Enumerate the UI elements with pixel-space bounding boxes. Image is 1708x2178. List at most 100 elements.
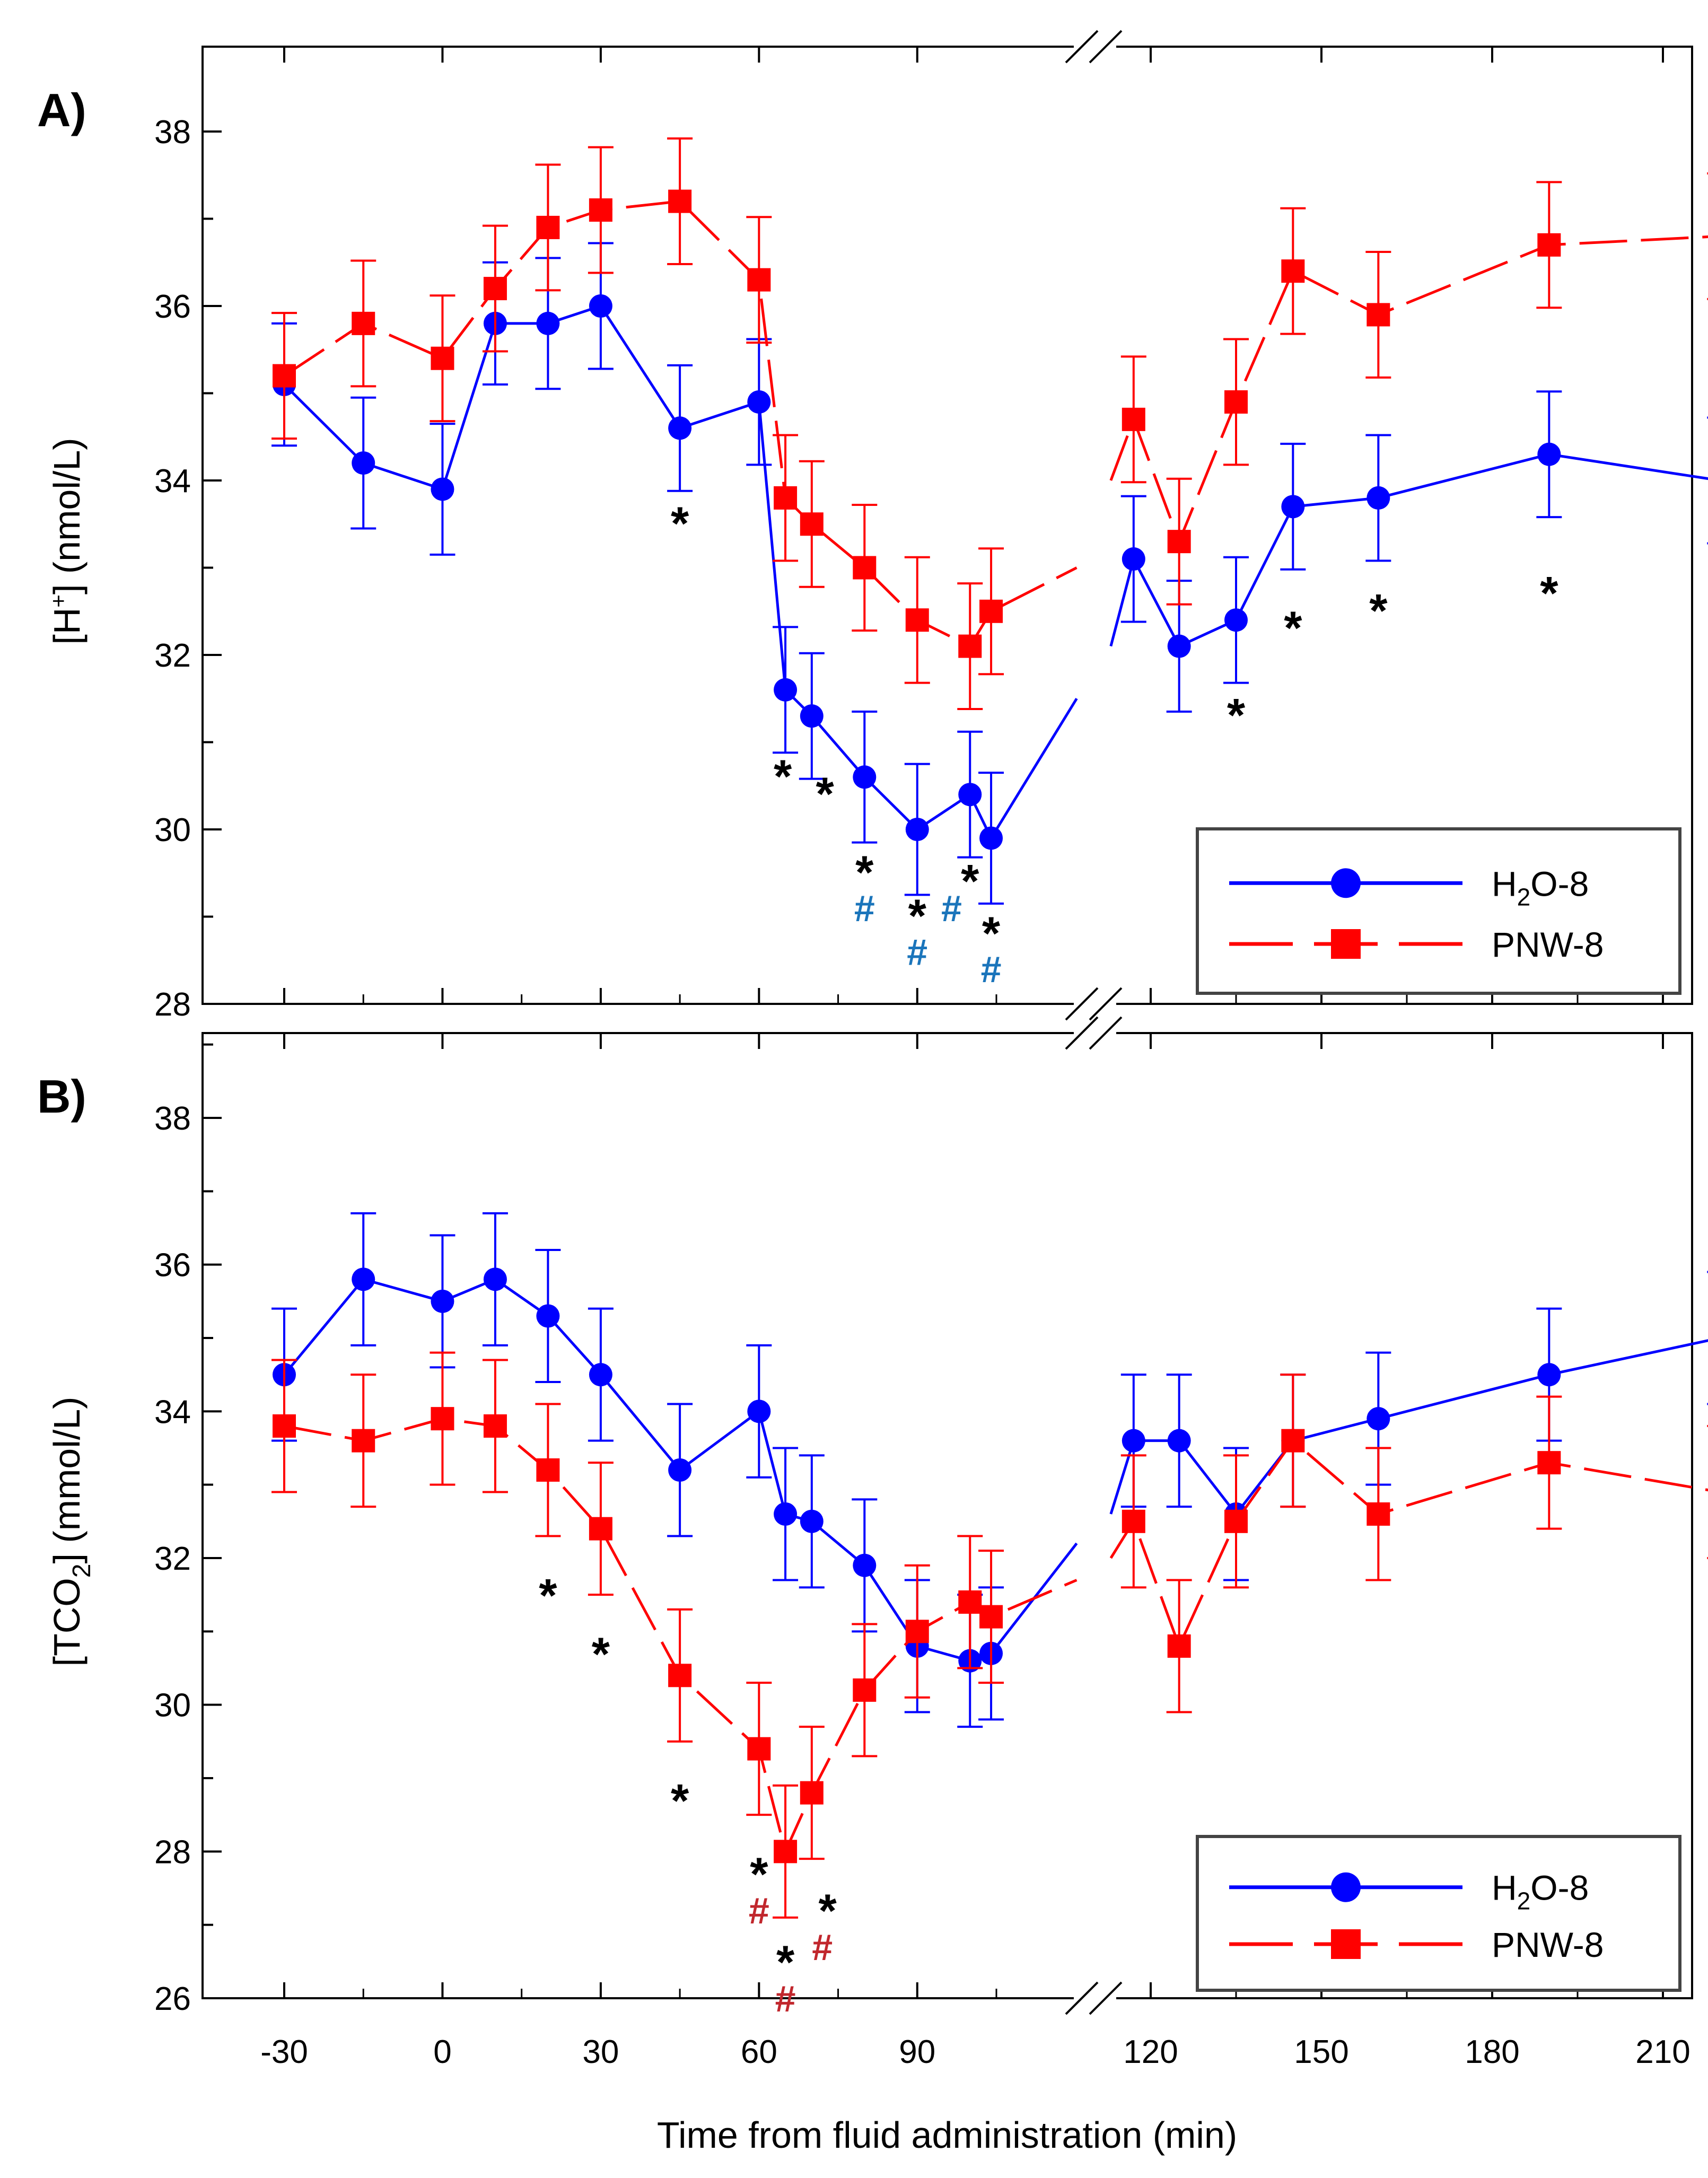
data-point [589, 1517, 612, 1541]
data-point [483, 1267, 507, 1291]
axis-break-mark [1089, 30, 1123, 64]
data-point [979, 826, 1003, 850]
data-point [800, 512, 824, 536]
series-line [1109, 453, 1708, 648]
data-point [1224, 608, 1248, 632]
data-point [774, 1840, 798, 1864]
data-point [853, 765, 877, 789]
data-point [431, 346, 454, 370]
data-point [589, 294, 612, 318]
significance-star: * [1284, 601, 1302, 654]
data-point [905, 1620, 929, 1643]
data-point [1537, 442, 1561, 466]
significance-hash: # [775, 1978, 796, 2019]
series-PNW-8 [271, 137, 1708, 710]
x-axis: -30 0 30 60 90 120 150 180 210 Time from fluid ad… [260, 2034, 1691, 2156]
legend-label: H2O-8 [1492, 864, 1589, 911]
series-line [1109, 1339, 1708, 1517]
x-tick-label: 0 [433, 2034, 451, 2070]
panel-label: B) [37, 1070, 86, 1123]
data-point [853, 1678, 877, 1702]
data-point [431, 477, 454, 501]
data-point [905, 818, 929, 841]
data-point [668, 416, 692, 440]
data-point [483, 277, 507, 301]
series-line [1109, 235, 1708, 546]
series-H2O-8 [271, 242, 1708, 905]
significance-star: * [750, 1848, 768, 1900]
data-point [536, 215, 560, 239]
legend-box [1196, 827, 1681, 995]
data-point [1224, 1509, 1248, 1533]
data-point [747, 390, 771, 414]
data-point [979, 599, 1003, 623]
legend-marker [1331, 868, 1361, 898]
legend: H2O-8 PNW-8 [1196, 1835, 1681, 1992]
data-point [1167, 1429, 1191, 1453]
data-point [958, 783, 982, 807]
data-point [747, 268, 771, 292]
significance-hash: # [812, 1927, 833, 1968]
axis-break-mark [1065, 30, 1099, 64]
significance-star: * [961, 854, 979, 907]
series-H2O-8 [271, 1212, 1708, 1728]
legend-marker [1331, 929, 1361, 959]
y-tick-label: 34 [154, 463, 191, 500]
significance-hash: # [749, 1890, 769, 1931]
data-point [273, 364, 296, 388]
data-point [536, 1458, 560, 1482]
significance-star: * [671, 497, 689, 549]
data-point [958, 1590, 982, 1614]
y-axis-title: [TCO2] (mmol/L) [46, 1397, 96, 1667]
x-tick-label: 60 [741, 2034, 777, 2070]
data-point [1281, 1429, 1305, 1453]
data-point [905, 608, 929, 632]
series-PNW-8 [271, 1351, 1708, 1919]
significance-star: * [855, 846, 874, 898]
data-point [1167, 530, 1191, 554]
legend-label: H2O-8 [1492, 1868, 1589, 1915]
data-point [1367, 1502, 1390, 1526]
axis-break-mark [1065, 1981, 1099, 2015]
series-line [1109, 1438, 1708, 1650]
significance-star: * [592, 1628, 610, 1680]
legend-marker [1331, 1929, 1361, 1959]
data-point [800, 1509, 824, 1533]
data-point [853, 556, 877, 580]
data-point [589, 1363, 612, 1387]
plot-frame [202, 46, 1693, 1005]
data-point [1122, 1429, 1145, 1453]
axis-break-mark [1089, 1981, 1123, 2015]
axis-break-mark [1089, 1016, 1123, 1050]
data-point [352, 1429, 375, 1453]
x-tick-label: 180 [1465, 2034, 1519, 2070]
legend-box [1196, 1835, 1681, 1992]
y-tick-label: 30 [154, 1687, 191, 1724]
data-point [273, 1414, 296, 1438]
data-point [979, 1605, 1003, 1629]
data-point [1167, 634, 1191, 658]
x-tick-label: -30 [260, 2034, 308, 2070]
data-point [1224, 390, 1248, 414]
data-point [1537, 1363, 1561, 1387]
data-point [536, 1304, 560, 1328]
data-point [1122, 407, 1145, 431]
data-point [1367, 1407, 1390, 1431]
x-tick-label: 210 [1635, 2034, 1690, 2070]
significance-star: * [776, 1936, 795, 1988]
axis-break-mark [1065, 1016, 1099, 1050]
panel-label: A) [37, 84, 86, 136]
data-point [352, 311, 375, 335]
significance-star: * [819, 1884, 837, 1937]
y-tick-label: 28 [154, 1834, 191, 1870]
data-point [431, 1289, 454, 1313]
significance-star: * [908, 889, 927, 942]
y-tick-label: 36 [154, 288, 191, 325]
data-point [1281, 259, 1305, 283]
data-point [800, 1781, 824, 1805]
data-point [431, 1407, 454, 1431]
y-tick-label: 36 [154, 1247, 191, 1284]
legend: H2O-8 PNW-8 [1196, 827, 1681, 995]
data-point [800, 704, 824, 728]
